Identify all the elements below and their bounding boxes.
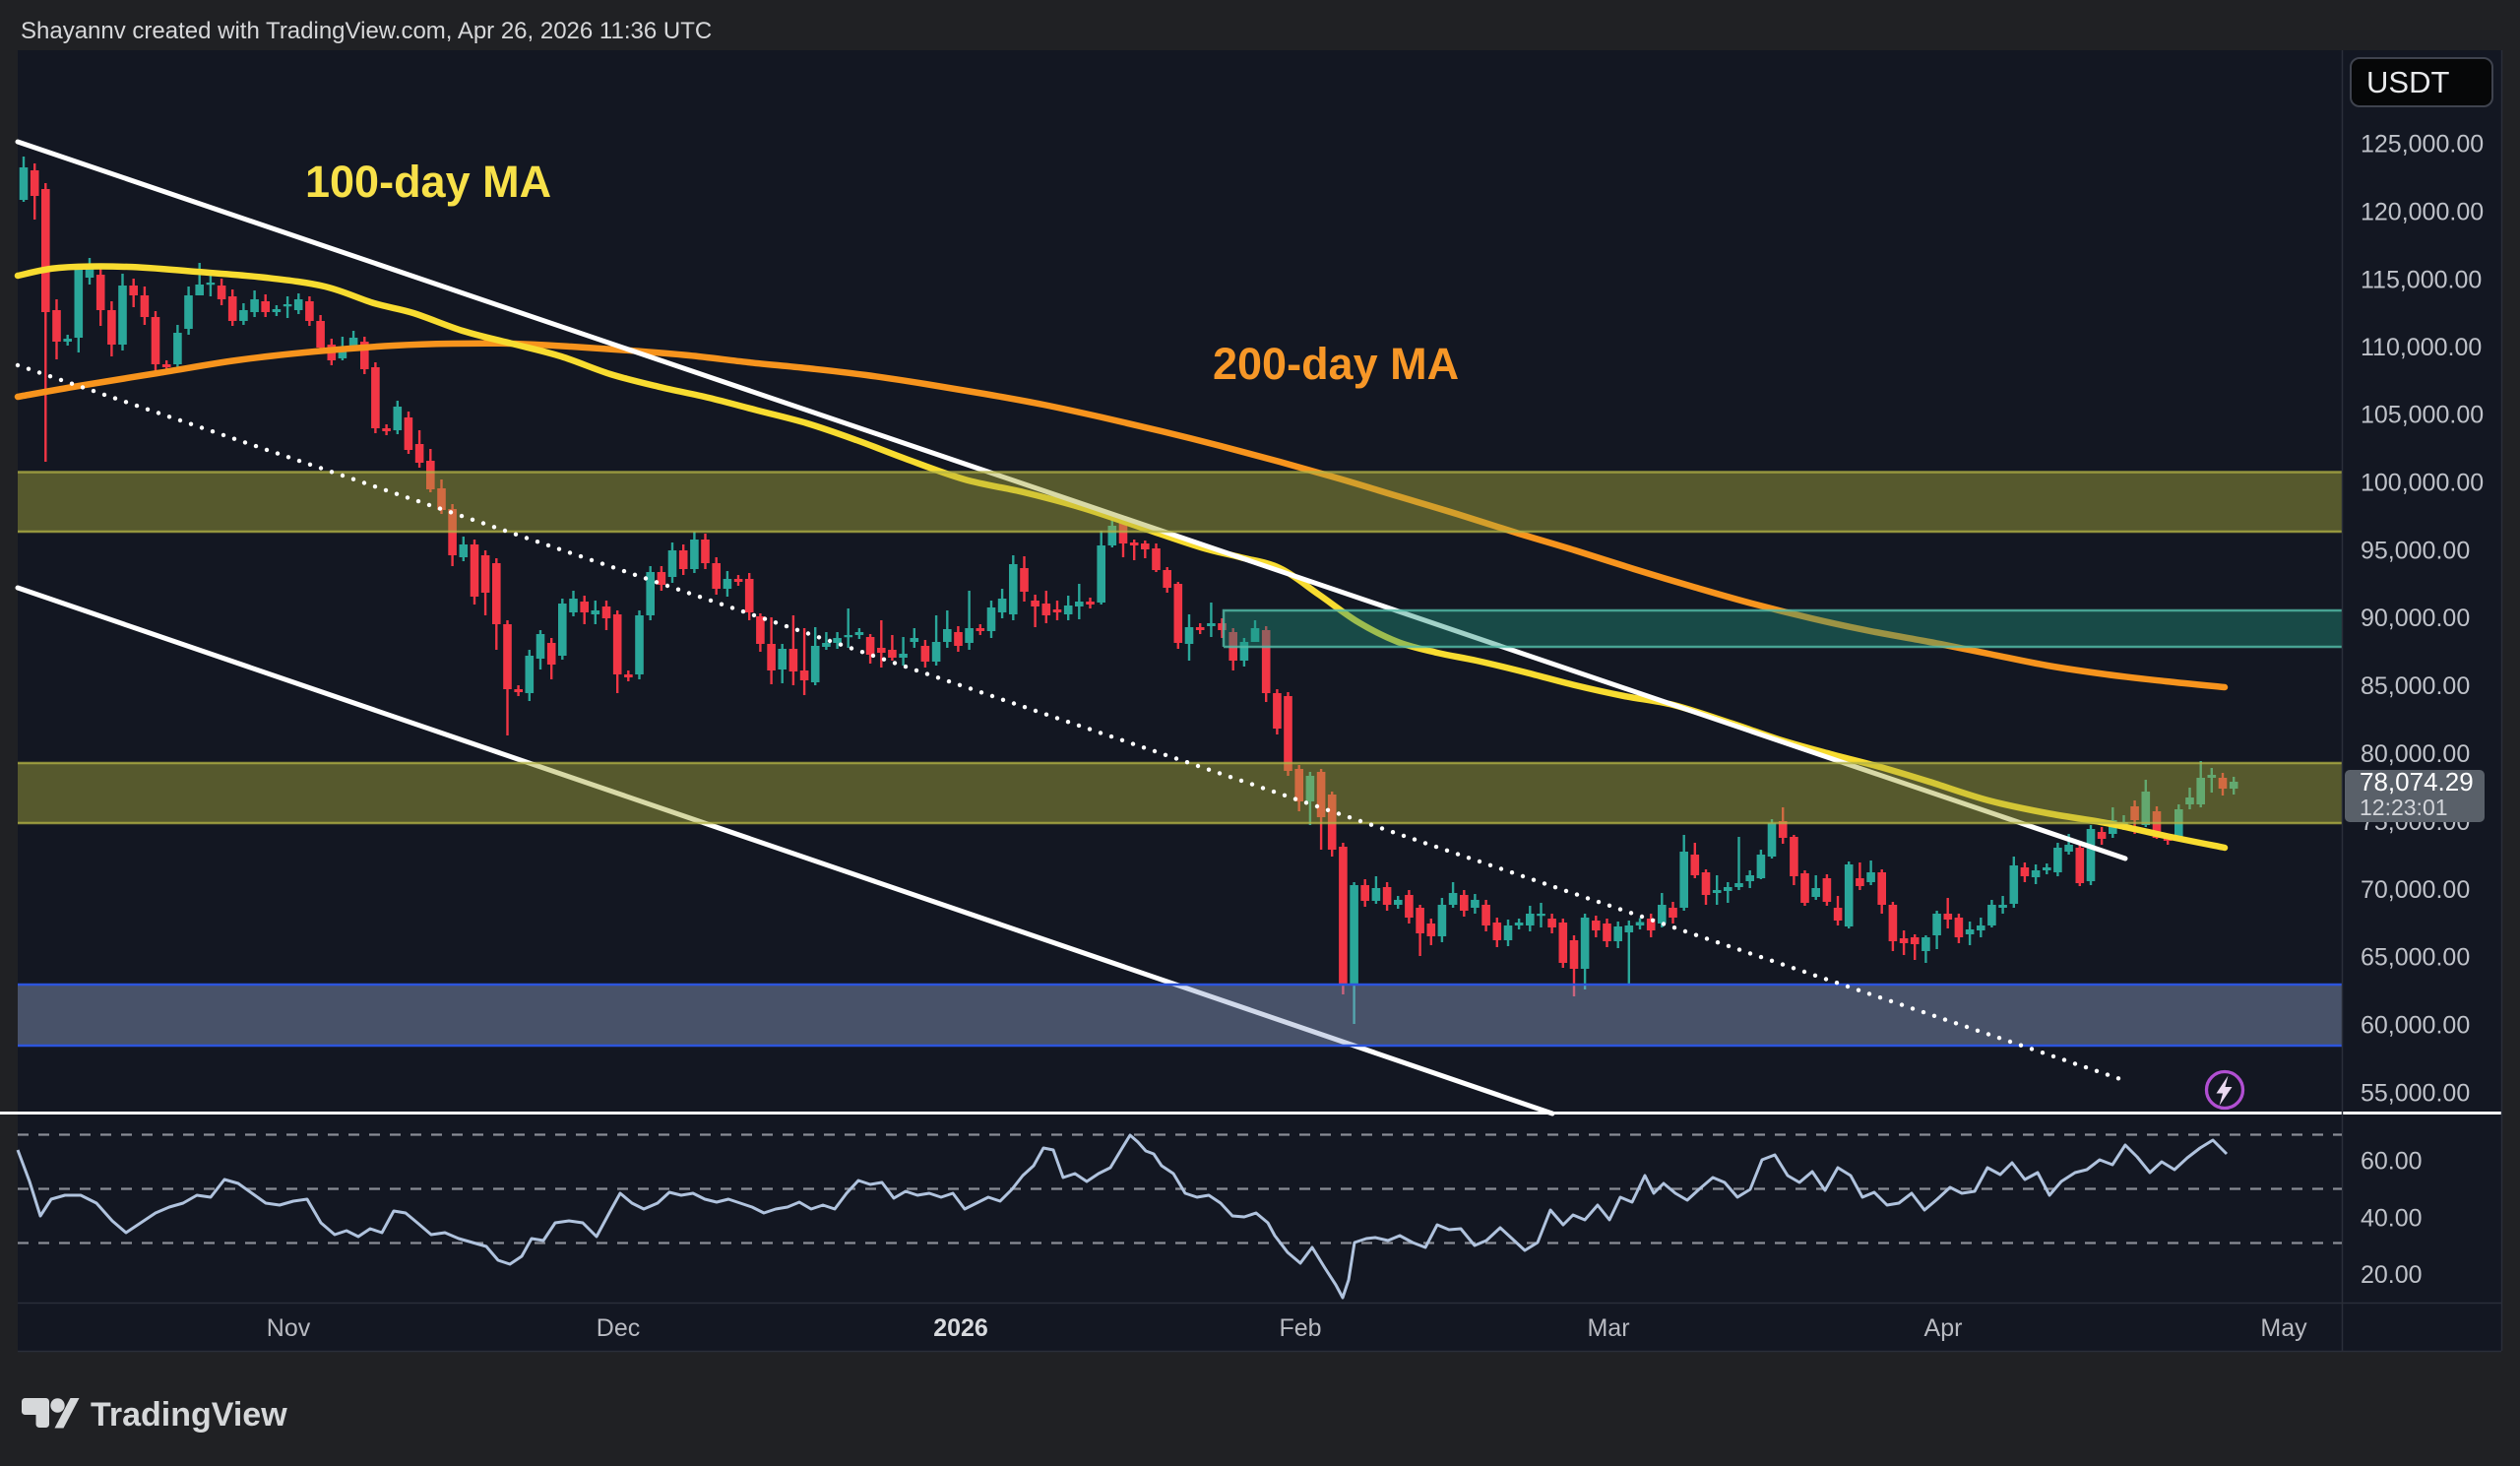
- svg-text:95,000.00: 95,000.00: [2361, 538, 2470, 565]
- svg-text:12:23:01: 12:23:01: [2360, 795, 2448, 820]
- svg-text:70,000.00: 70,000.00: [2361, 876, 2470, 904]
- svg-text:65,000.00: 65,000.00: [2361, 944, 2470, 972]
- svg-text:60,000.00: 60,000.00: [2361, 1012, 2470, 1040]
- svg-text:55,000.00: 55,000.00: [2361, 1080, 2470, 1108]
- svg-text:60.00: 60.00: [2361, 1148, 2423, 1176]
- svg-text:90,000.00: 90,000.00: [2361, 605, 2470, 632]
- svg-text:100,000.00: 100,000.00: [2361, 470, 2484, 497]
- svg-text:125,000.00: 125,000.00: [2361, 131, 2484, 159]
- svg-text:Nov: Nov: [267, 1314, 311, 1342]
- svg-text:Dec: Dec: [597, 1314, 640, 1342]
- svg-text:115,000.00: 115,000.00: [2361, 267, 2482, 294]
- svg-text:20.00: 20.00: [2361, 1261, 2423, 1289]
- svg-text:100-day MA: 100-day MA: [305, 157, 551, 207]
- svg-text:Apr: Apr: [1924, 1314, 1963, 1342]
- svg-text:110,000.00: 110,000.00: [2361, 334, 2482, 361]
- svg-text:120,000.00: 120,000.00: [2361, 199, 2484, 226]
- svg-text:2026: 2026: [933, 1314, 988, 1342]
- svg-text:Feb: Feb: [1279, 1314, 1321, 1342]
- svg-text:85,000.00: 85,000.00: [2361, 672, 2470, 700]
- svg-text:105,000.00: 105,000.00: [2361, 402, 2484, 429]
- svg-text:May: May: [2260, 1314, 2307, 1342]
- svg-text:TradingView: TradingView: [91, 1396, 287, 1434]
- svg-text:Mar: Mar: [1587, 1314, 1629, 1342]
- svg-text:Shayannv created with TradingV: Shayannv created with TradingView.com, A…: [21, 18, 712, 44]
- svg-text:80,000.00: 80,000.00: [2361, 740, 2470, 768]
- svg-text:40.00: 40.00: [2361, 1205, 2423, 1233]
- svg-text:USDT: USDT: [2366, 65, 2449, 99]
- svg-text:200-day MA: 200-day MA: [1213, 339, 1459, 389]
- svg-text:78,074.29: 78,074.29: [2360, 767, 2474, 797]
